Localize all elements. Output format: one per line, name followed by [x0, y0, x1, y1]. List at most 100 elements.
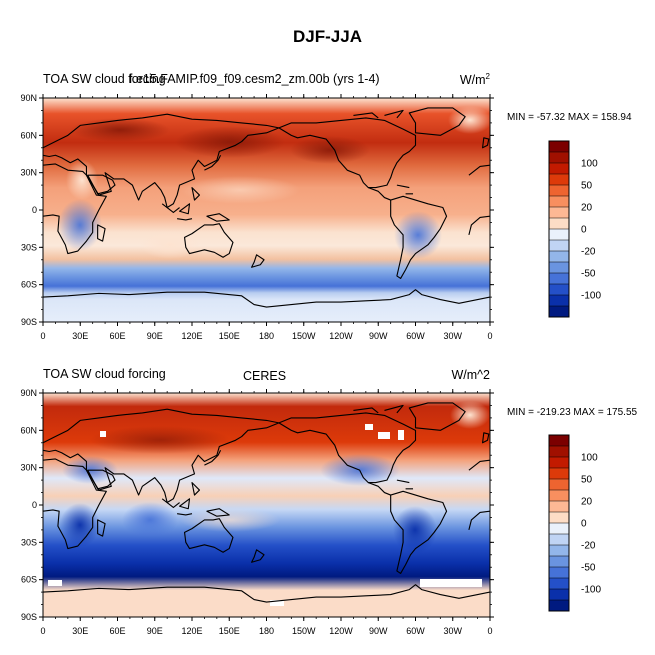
- panel2-colorbar-label: 20: [581, 497, 593, 508]
- panel1-colorbar-box: [549, 229, 569, 241]
- panel2-lat-label: 90N: [20, 388, 37, 398]
- panel1-colorbar-box: [549, 251, 569, 263]
- panel2-axis-ticks: 90N 60N 30N 0 30S 60S 90S 0 30E 60E 90E 120E 150E 180…: [20, 388, 494, 636]
- panel1-lon-label: 120W: [329, 331, 353, 341]
- panel2-colorbar-box: [549, 589, 569, 601]
- panel1-lon-label: 150E: [219, 331, 240, 341]
- panel1-lon-label: 120E: [181, 331, 202, 341]
- panel2-colorbar-box: [549, 501, 569, 513]
- panel1-lat-label: 60N: [20, 130, 37, 140]
- panel2-lon-label: 90E: [147, 626, 163, 636]
- panel1-lon-label: 180: [259, 331, 274, 341]
- panel1-colorbar-box: [549, 218, 569, 230]
- panel2-lon-label: 120E: [181, 626, 202, 636]
- panel1-colorbar-box: [549, 284, 569, 296]
- panel2-lat-label: 0: [32, 500, 37, 510]
- panel1-colorbar-label: -20: [581, 247, 596, 258]
- panel2-lon-label: 30E: [72, 626, 88, 636]
- panel2-colorbar-box: [549, 457, 569, 469]
- panel2-colorbar-box: [549, 578, 569, 590]
- panel2-lon-label: 60E: [109, 626, 125, 636]
- panel1-lat-label: 30N: [20, 168, 37, 178]
- panel1-lon-label: 0: [487, 331, 492, 341]
- panel2-lon-label: 180: [259, 626, 274, 636]
- panel2-lon-label: 30W: [443, 626, 462, 636]
- panel2-colorbar-box: [549, 600, 569, 612]
- panel1-colorbar-box: [549, 273, 569, 285]
- panel1-units: W/m2: [440, 72, 490, 87]
- panel2-colorbar-box: [549, 556, 569, 568]
- panel1-colorbar-box: [549, 163, 569, 175]
- panel1-colorbar-label: -50: [581, 269, 596, 280]
- panel1-lat-label: 90S: [21, 317, 37, 327]
- panel2-lon-label: 60W: [406, 626, 425, 636]
- panel1-colorbar-box: [549, 152, 569, 164]
- panel2-lon-label: 120W: [329, 626, 353, 636]
- panel2-lon-label: 0: [487, 626, 492, 636]
- panel2-colorbar-label: 50: [581, 475, 593, 486]
- panel1-lon-label: 30E: [72, 331, 88, 341]
- panel1-colorbar-label: -100: [581, 291, 601, 302]
- panel2-colorbar-box: [549, 446, 569, 458]
- panel2-colorbar-label: -50: [581, 563, 596, 574]
- panel1-colorbar-box: [549, 207, 569, 219]
- panel2-colorbar-box: [549, 545, 569, 557]
- panel2-map: [42, 392, 491, 618]
- panel1-colorbar: 100 50 20 0 -20 -50 -100: [548, 140, 601, 318]
- panel1-colorbar-box: [549, 262, 569, 274]
- panel2-colorbar-label: 0: [581, 519, 587, 530]
- panel2-colorbar-box: [549, 567, 569, 579]
- panel2-lon-label: 150E: [219, 626, 240, 636]
- panel1-lon-label: 0: [40, 331, 45, 341]
- panel1-lon-label: 60E: [109, 331, 125, 341]
- panel2-colorbar-box: [549, 479, 569, 491]
- panel1-lon-label: 90E: [147, 331, 163, 341]
- panel2-colorbar-box: [549, 523, 569, 535]
- panel2-lat-label: 60N: [20, 425, 37, 435]
- panel1-lon-label: 150W: [292, 331, 316, 341]
- panel2-colorbar-box: [549, 512, 569, 524]
- panel1-colorbar-label: 50: [581, 181, 593, 192]
- panel1-lat-label: 90N: [20, 93, 37, 103]
- panel2-colorbar-label: -100: [581, 585, 601, 596]
- panel2-lat-label: 60S: [21, 575, 37, 585]
- figure-title: DJF-JJA: [293, 27, 362, 46]
- panel1-colorbar-box: [549, 141, 569, 153]
- panel2-lon-label: 90W: [369, 626, 388, 636]
- panel1-colorbar-box: [549, 306, 569, 318]
- panel2-units: W/m^2: [420, 368, 490, 382]
- panel1-colorbar-box: [549, 295, 569, 307]
- panel1-center-title: f.e15.FAMIP.f09_f09.cesm2_zm.00b (yrs 1-…: [129, 72, 380, 86]
- panel1-colorbar-label: 0: [581, 225, 587, 236]
- panel1-lat-label: 30S: [21, 242, 37, 252]
- panel1-colorbar-box: [549, 240, 569, 252]
- panel1-lon-label: 30W: [443, 331, 462, 341]
- panel2-colorbar-label: -20: [581, 541, 596, 552]
- panel2-center-title: CERES: [243, 369, 287, 383]
- panel1-left-title: TOA SW cloud forcing: [43, 72, 166, 86]
- panel2-colorbar-box: [549, 490, 569, 502]
- panel1-colorbar-box: [549, 174, 569, 186]
- panel1-colorbar-box: [549, 196, 569, 208]
- panel1-lon-label: 90W: [369, 331, 388, 341]
- panel1-stats: MIN = -57.32 MAX = 158.94: [507, 112, 632, 123]
- panel1-units-sup: 2: [485, 72, 490, 81]
- panel2-lon-label: 150W: [292, 626, 316, 636]
- panel2-colorbar-box: [549, 534, 569, 546]
- panel1-lat-label: 60S: [21, 280, 37, 290]
- panel2-colorbar-label: 100: [581, 453, 598, 464]
- panel2-units-text: W/m^2: [451, 368, 490, 382]
- panel2-colorbar: 100 50 20 0 -20 -50 -100: [548, 434, 601, 612]
- panel2-lat-label: 30N: [20, 463, 37, 473]
- panel2-colorbar-box: [549, 468, 569, 480]
- panel2-left-title: TOA SW cloud forcing: [43, 367, 166, 381]
- panel1-lat-label: 0: [32, 205, 37, 215]
- panel1-colorbar-box: [549, 185, 569, 197]
- panel2-lat-label: 90S: [21, 612, 37, 622]
- panel1-colorbar-label: 100: [581, 159, 598, 170]
- panel2-colorbar-box: [549, 435, 569, 447]
- panel2-lat-label: 30S: [21, 537, 37, 547]
